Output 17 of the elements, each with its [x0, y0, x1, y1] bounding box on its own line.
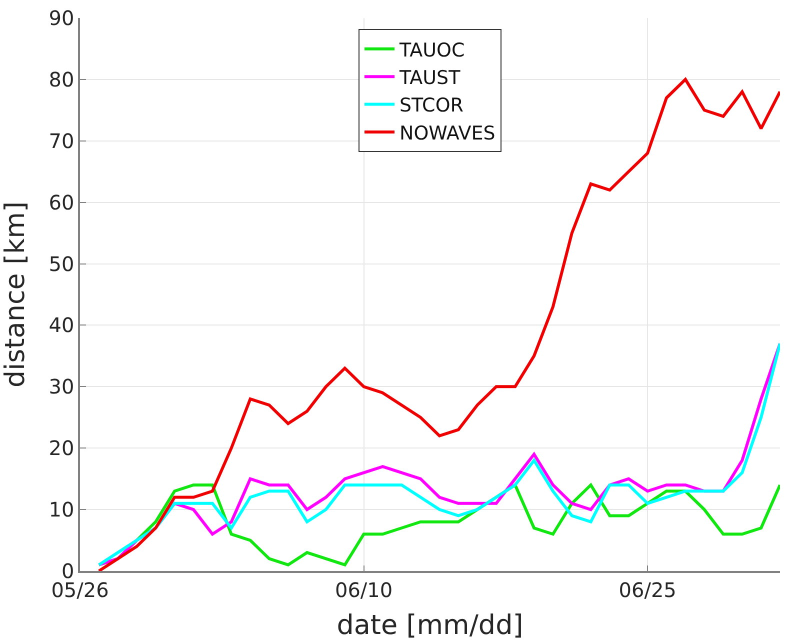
legend-label: STCOR — [400, 94, 464, 117]
y-axis-title: distance [km] — [0, 202, 31, 388]
y-tick-label: 30 — [48, 374, 74, 399]
legend-label: TAUST — [398, 67, 461, 90]
y-tick-label: 10 — [48, 498, 74, 522]
y-tick-label: 50 — [48, 252, 74, 276]
y-tick-label: 20 — [48, 436, 74, 460]
x-tick-label: 06/25 — [618, 578, 676, 602]
y-tick-label: 40 — [48, 313, 74, 338]
legend-label: NOWAVES — [400, 122, 496, 144]
x-axis-title: date [mm/dd] — [336, 610, 524, 641]
y-tick-label: 60 — [48, 190, 74, 214]
legend-label: TAUOC — [398, 39, 465, 62]
y-tick-label: 90 — [48, 6, 74, 30]
y-tick-label: 70 — [48, 128, 74, 153]
y-tick-label: 80 — [48, 67, 74, 92]
x-tick-label: 06/10 — [334, 578, 393, 602]
